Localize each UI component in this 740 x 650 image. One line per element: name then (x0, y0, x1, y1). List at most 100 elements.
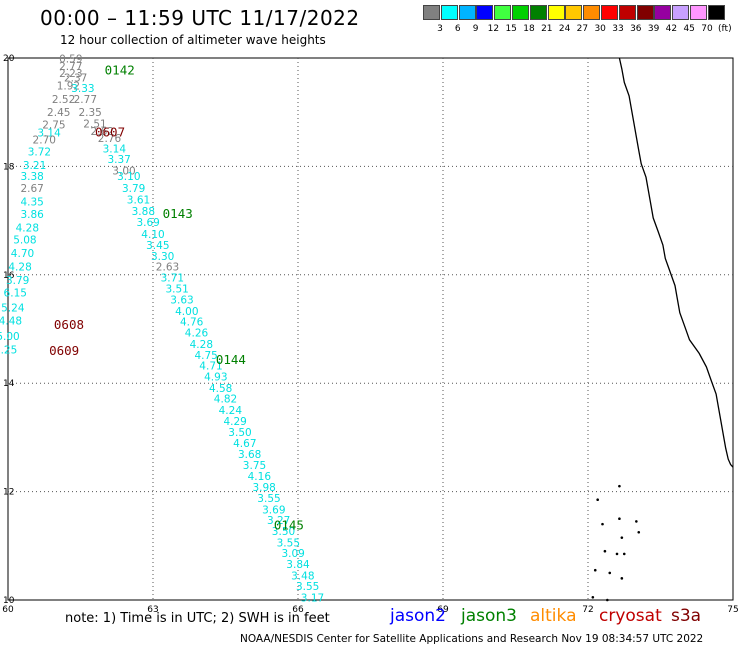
wave-height-value: 3.98 (252, 482, 275, 494)
x-tick-label: 66 (292, 605, 304, 615)
wave-height-value: 3.00 (112, 166, 135, 178)
x-tick-label: 75 (727, 605, 738, 615)
legend-item-jason3: jason3 (461, 606, 517, 626)
x-tick-label: 69 (437, 605, 449, 615)
wave-height-value: 3.79 (122, 183, 145, 195)
page-subtitle: 12 hour collection of altimeter wave hei… (60, 33, 326, 47)
y-tick-label: 20 (3, 54, 15, 64)
wave-height-value: 4.25 (0, 344, 17, 356)
wave-height-value: 4.28 (8, 261, 31, 273)
color-scale-label: 21 (541, 24, 553, 34)
wave-height-value: 4.28 (190, 339, 213, 351)
wave-height-value: 3.55 (277, 537, 300, 549)
y-tick-label: 10 (3, 596, 15, 606)
wave-height-value: 2.67 (20, 183, 43, 195)
wave-height-value: 2.45 (47, 107, 70, 119)
color-scale-label: 70 (701, 24, 713, 34)
island-marker (620, 536, 624, 539)
island-marker (606, 598, 609, 602)
color-scale-label: 42 (665, 24, 678, 34)
wave-height-value: 3.63 (170, 295, 193, 307)
wave-height-value: 3.68 (238, 449, 261, 461)
wave-height-value: 4.35 (20, 196, 43, 208)
wave-height-value: 3.75 (243, 460, 266, 472)
wave-height-value: 1.92 (57, 80, 80, 92)
island-marker (618, 484, 621, 488)
pass-time-label: 0142 (105, 62, 135, 77)
wave-height-value: 3.48 (291, 570, 314, 582)
color-swatch (672, 5, 690, 20)
legend-item-altika: altika (530, 606, 577, 626)
footnote: note: 1) Time is in UTC; 2) SWH is in fe… (65, 611, 330, 626)
wave-height-value: 2.76 (98, 133, 122, 145)
wave-height-value: 3.30 (151, 251, 174, 263)
wave-height-value: 0.59 (59, 53, 82, 65)
color-swatch (618, 5, 636, 20)
legend-item-cryosat: cryosat (599, 606, 662, 626)
wave-height-value: 3.10 (117, 171, 140, 183)
pass-time-label: 0607 (95, 125, 125, 140)
island-marker (622, 552, 626, 556)
island-marker (601, 522, 604, 526)
island-marker (637, 530, 641, 534)
credit-line: NOAA/NESDIS Center for Satellite Applica… (240, 633, 704, 645)
wave-height-value: 3.17 (301, 593, 324, 605)
color-scale-label: 30 (594, 24, 606, 34)
color-scale-label: 27 (576, 24, 589, 34)
color-swatch (423, 5, 440, 20)
color-scale-label: 39 (647, 24, 660, 34)
color-scale-label: 18 (523, 24, 535, 34)
wave-height-value: 4.71 (199, 361, 222, 373)
island-marker (596, 498, 599, 502)
pass-time-label: 0145 (274, 518, 304, 533)
wave-height-value: 3.79 (6, 275, 29, 287)
wave-height-value: 3.51 (165, 284, 188, 296)
color-scale-label: 9 (472, 24, 479, 34)
wave-height-value: 3.14 (37, 128, 61, 140)
page-title: 00:00 – 11:59 UTC 11/17/2022 (40, 6, 360, 30)
color-scale-label: (ft) (718, 24, 732, 34)
color-swatch (583, 5, 601, 20)
color-scale-label: 12 (487, 24, 500, 34)
wave-height-value: 6.15 (4, 287, 27, 299)
wave-height-value: 4.10 (141, 229, 164, 241)
wave-height-value: 4.00 (175, 306, 198, 318)
wave-height-value: 3.86 (20, 209, 44, 221)
color-scale-label: 36 (630, 24, 642, 34)
wave-height-value: 3.50 (228, 427, 251, 439)
pass-time-label: 0609 (49, 343, 79, 358)
color-swatch (529, 5, 547, 20)
wave-height-value: 3.55 (257, 493, 280, 505)
x-tick-label: 63 (147, 605, 158, 615)
island-marker (593, 568, 597, 572)
wave-height-value: 3.37 (107, 154, 130, 166)
color-swatch (654, 5, 672, 20)
x-tick-label: 72 (582, 605, 593, 615)
pass-time-label: 0143 (163, 206, 193, 221)
wave-height-value: 4.67 (233, 438, 256, 450)
wave-height-value: 3.45 (146, 240, 169, 252)
island-marker (615, 552, 619, 556)
y-tick-label: 12 (3, 488, 14, 498)
color-swatch (476, 5, 494, 20)
y-tick-label: 16 (3, 271, 15, 281)
wave-height-value: 4.26 (185, 328, 209, 340)
wave-height-value: 5.08 (13, 234, 36, 246)
wave-height-value: 3.55 (296, 581, 319, 593)
island-marker (608, 571, 612, 575)
wave-height-value: 3.09 (281, 548, 304, 560)
pass-time-label: 0144 (216, 352, 246, 367)
color-swatch (440, 5, 458, 20)
color-scale-label: 15 (505, 24, 517, 34)
wave-height-value: 4.48 (0, 316, 22, 328)
wave-height-value: 4.70 (11, 248, 34, 260)
x-tick-label: 60 (2, 605, 14, 615)
wave-height-value: 3.27 (267, 515, 290, 527)
pass-time-label: 0608 (54, 317, 84, 332)
wave-height-value: 2.37 (64, 72, 87, 84)
wave-height-value: 2.77 (59, 61, 82, 73)
color-swatch (494, 5, 512, 20)
wave-height-value: 2.23 (59, 68, 82, 80)
color-scale-label: 24 (558, 24, 571, 34)
color-swatch (458, 5, 476, 20)
